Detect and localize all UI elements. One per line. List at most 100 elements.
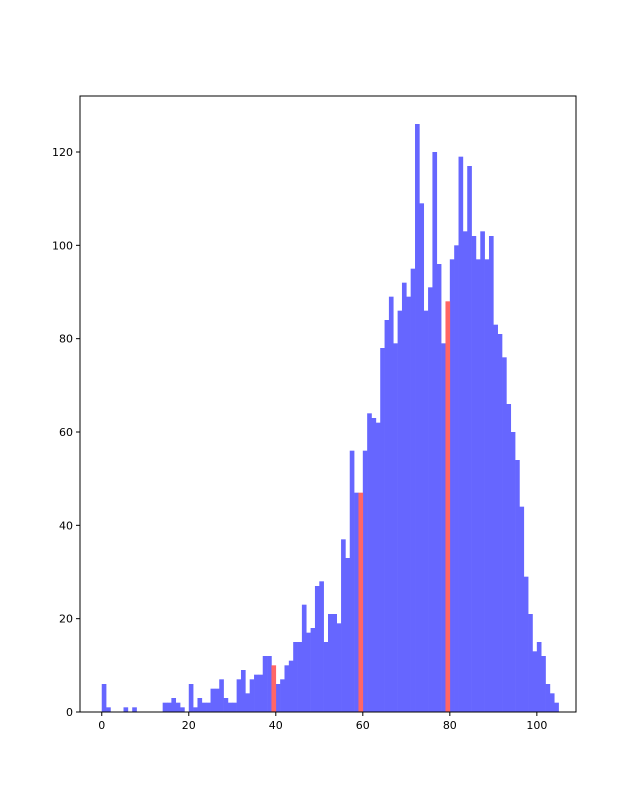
histogram-bar: [423, 310, 429, 712]
histogram-bar: [349, 450, 355, 712]
histogram-bar: [175, 702, 181, 712]
histogram-bar: [532, 651, 538, 712]
histogram-bar: [393, 343, 398, 712]
y-tick-label: 0: [66, 706, 73, 719]
histogram-bar: [523, 576, 529, 712]
histogram-bar: [458, 156, 464, 713]
histogram-bar: [297, 642, 303, 712]
histogram-bar: [541, 656, 546, 712]
histogram-bar: [471, 236, 477, 712]
histogram-bar: [449, 259, 455, 712]
histogram-bar: [280, 679, 285, 712]
y-tick-label: 20: [59, 613, 73, 626]
histogram-bar: [206, 702, 211, 712]
histogram-bar: [201, 702, 207, 712]
histogram-bar: [497, 334, 503, 712]
histogram-bar: [314, 586, 320, 712]
histogram-bar: [432, 152, 438, 712]
histogram-bar: [488, 236, 494, 712]
histogram-bar: [336, 623, 342, 712]
histogram-bar: [445, 301, 451, 712]
histogram-bar: [536, 642, 542, 712]
histogram-bar: [188, 684, 194, 712]
histogram-bar: [258, 674, 264, 712]
x-tick-label: 40: [269, 719, 283, 732]
y-tick-label: 100: [52, 239, 73, 252]
histogram-bar: [554, 702, 559, 712]
histogram-bar: [123, 707, 129, 712]
plot-frame: [79, 95, 577, 713]
histogram-bar: [467, 166, 472, 712]
histogram-bar: [493, 324, 498, 712]
histogram-bar: [197, 698, 203, 712]
histogram-bar: [484, 259, 490, 712]
histogram-bar: [288, 660, 294, 712]
histogram-bar: [436, 264, 442, 712]
histogram-bar: [332, 614, 337, 712]
histogram-bar: [454, 245, 459, 712]
histogram-bar: [528, 614, 533, 712]
histogram-bar: [358, 492, 364, 712]
histogram-bar: [180, 707, 185, 712]
histogram-bar: [428, 287, 433, 712]
histogram-bar: [371, 418, 377, 712]
histogram-bar: [171, 698, 177, 712]
histogram-bar: [284, 665, 290, 712]
histogram-bar: [341, 539, 346, 712]
histogram-bar: [367, 413, 372, 712]
histogram-bar: [262, 656, 268, 712]
histogram-bar: [210, 688, 216, 712]
histogram-bar: [245, 693, 250, 712]
histogram-bar: [462, 231, 468, 712]
histogram-bar: [106, 707, 111, 712]
y-tick-label: 120: [52, 146, 73, 159]
histogram-bar: [475, 259, 481, 712]
y-axis: 0 20 40 60 80 100 120: [52, 146, 80, 719]
y-tick-label: 60: [59, 426, 73, 439]
histogram-bar: [388, 296, 394, 712]
histogram-bar: [271, 665, 277, 712]
histogram-bar: [254, 674, 259, 712]
histogram-bar: [384, 320, 390, 712]
histogram-bar: [410, 268, 416, 712]
histogram-bar: [319, 581, 324, 712]
histogram-bar: [223, 698, 229, 712]
y-tick-label: 40: [59, 519, 73, 532]
histogram-bar: [193, 707, 198, 712]
histogram-bar: [267, 656, 272, 712]
histogram-bar: [380, 348, 385, 712]
histogram-bar: [293, 642, 298, 712]
x-axis: 0 20 40 60 80 100: [98, 712, 547, 732]
histogram-bar: [515, 460, 520, 712]
histogram-bar: [219, 679, 224, 712]
histogram-bar: [510, 432, 516, 712]
histogram-bar: [167, 702, 172, 712]
histogram-bar: [240, 670, 246, 712]
histogram-bar: [519, 506, 525, 712]
histogram-bar: [502, 357, 507, 712]
histogram-bar: [236, 679, 242, 712]
histogram-bar: [506, 404, 512, 712]
histogram-bar: [397, 310, 403, 712]
histogram-bar: [545, 684, 551, 712]
x-tick-label: 80: [443, 719, 457, 732]
histogram-bar: [401, 282, 407, 712]
histogram-bar: [306, 632, 311, 712]
histogram-bar: [162, 702, 168, 712]
x-tick-label: 0: [98, 719, 105, 732]
histogram-bar: [227, 702, 233, 712]
histogram-bar: [301, 604, 307, 712]
histogram-bar: [415, 124, 420, 712]
y-tick-label: 80: [59, 333, 73, 346]
histogram-bar: [310, 628, 316, 712]
histogram-bar: [214, 688, 220, 712]
histogram-bar: [249, 679, 255, 712]
histogram-bar: [549, 693, 555, 712]
histogram-bar: [132, 707, 137, 712]
histogram-bar: [480, 231, 485, 712]
histogram-bar: [323, 642, 329, 712]
histogram-bar: [232, 702, 237, 712]
x-tick-label: 100: [526, 719, 547, 732]
